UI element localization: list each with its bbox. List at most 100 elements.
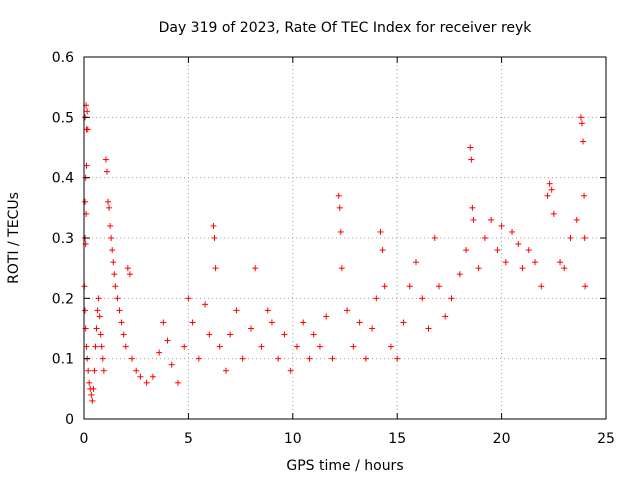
data-point (407, 283, 413, 289)
data-point (96, 295, 102, 301)
data-point (156, 350, 162, 356)
data-point (413, 259, 419, 265)
data-point (265, 307, 271, 313)
data-point (457, 271, 463, 277)
data-point (426, 326, 432, 332)
x-axis-ticks: 0 5 10 15 20 25 (80, 57, 615, 447)
data-point (545, 193, 551, 199)
y-tick-label: 0.2 (52, 291, 74, 307)
y-tick-label: 0.5 (52, 110, 74, 126)
data-point (561, 265, 567, 271)
data-point (549, 187, 555, 193)
data-point (400, 319, 406, 325)
data-point (503, 259, 509, 265)
y-tick-label: 0.6 (52, 50, 74, 66)
data-point (547, 181, 553, 187)
data-point (105, 199, 111, 205)
data-point (344, 307, 350, 313)
data-point (377, 229, 383, 235)
data-point (129, 356, 135, 362)
x-tick-label: 20 (493, 431, 511, 447)
data-point (568, 235, 574, 241)
data-point (369, 326, 375, 332)
data-point (269, 319, 275, 325)
data-point (114, 295, 120, 301)
data-point (448, 295, 454, 301)
data-point (515, 241, 521, 247)
data-point (557, 259, 563, 265)
data-point (86, 380, 92, 386)
y-tick-label: 0 (65, 412, 74, 428)
data-point (175, 380, 181, 386)
data-point (94, 326, 100, 332)
data-point (337, 205, 343, 211)
data-point (574, 217, 580, 223)
data-point (578, 114, 584, 120)
data-point (476, 265, 482, 271)
data-point (100, 356, 106, 362)
data-point (85, 126, 91, 132)
data-point (82, 307, 88, 313)
y-tick-label: 0.1 (52, 352, 74, 368)
data-point (104, 169, 110, 175)
data-point (97, 313, 103, 319)
data-point (101, 368, 107, 374)
data-point (532, 259, 538, 265)
data-point (307, 356, 313, 362)
data-point (494, 247, 500, 253)
data-point (350, 344, 356, 350)
data-point (442, 313, 448, 319)
data-point (488, 217, 494, 223)
data-point (240, 356, 246, 362)
data-point (468, 157, 474, 163)
data-point (336, 193, 342, 199)
data-point (169, 362, 175, 368)
data-point (190, 319, 196, 325)
data-point (357, 319, 363, 325)
data-point (99, 344, 105, 350)
data-point (363, 356, 369, 362)
data-point (582, 283, 588, 289)
data-point (499, 223, 505, 229)
data-point (137, 374, 143, 380)
data-point (212, 235, 218, 241)
data-point (394, 356, 400, 362)
data-point (89, 398, 95, 404)
data-point (288, 368, 294, 374)
data-point (98, 332, 104, 338)
data-point (82, 199, 88, 205)
data-point (519, 265, 525, 271)
data-point (329, 356, 335, 362)
data-point (470, 217, 476, 223)
data-point (317, 344, 323, 350)
data-point (223, 368, 229, 374)
data-point (233, 307, 239, 313)
data-point (579, 120, 585, 126)
y-axis-label: ROTI / TECUs (6, 192, 22, 284)
data-point (300, 319, 306, 325)
x-tick-label: 0 (80, 431, 89, 447)
data-point (144, 380, 150, 386)
data-point (119, 319, 125, 325)
x-tick-label: 5 (184, 431, 193, 447)
data-point (373, 295, 379, 301)
data-point (123, 344, 129, 350)
data-point (463, 247, 469, 253)
data-point (125, 265, 131, 271)
grid-lines (84, 57, 606, 419)
data-point (112, 283, 118, 289)
data-point (248, 326, 254, 332)
data-point (88, 392, 94, 398)
x-axis-label: GPS time / hours (286, 458, 403, 474)
y-tick-label: 0.4 (52, 171, 74, 187)
data-point (111, 271, 117, 277)
data-point (206, 332, 212, 338)
x-tick-label: 10 (284, 431, 302, 447)
data-point (202, 301, 208, 307)
data-point (323, 313, 329, 319)
data-point (107, 223, 113, 229)
data-point (419, 295, 425, 301)
data-point (110, 259, 116, 265)
data-point (382, 283, 388, 289)
